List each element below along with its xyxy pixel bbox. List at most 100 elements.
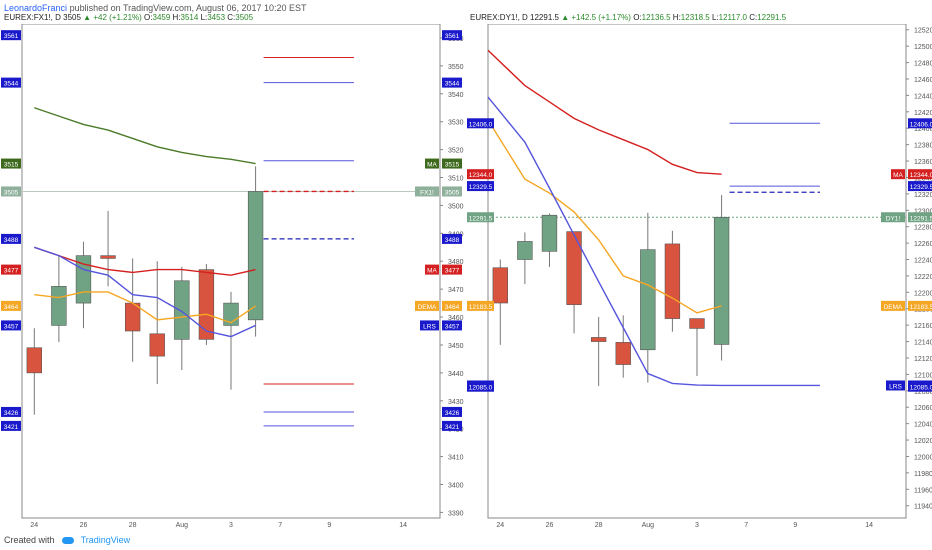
fx1-chart[interactable]: 3390340034103420343034403450346034703480… — [0, 24, 466, 532]
right-price-label: 3464 — [445, 304, 460, 311]
left-price-label: 3457 — [4, 323, 19, 330]
right-price-label: 3544 — [445, 81, 460, 88]
candle-body — [640, 249, 656, 351]
y-tick-label: 12140.0 — [914, 340, 932, 347]
right-price-label: 12406.0 — [910, 121, 932, 128]
y-tick-label: 12200.0 — [914, 290, 932, 297]
footer: Created with TradingView — [4, 535, 130, 545]
right-price-tag — [442, 420, 462, 431]
left-price-label: 3477 — [4, 268, 19, 275]
right-price-tag — [908, 212, 932, 223]
right-price-tag — [442, 320, 462, 331]
right-price-label: 12329.5 — [910, 184, 932, 191]
x-tick-label: 26 — [546, 522, 554, 529]
series-tag — [415, 300, 439, 311]
x-tick-label: 28 — [129, 522, 137, 529]
left-price-label: 12329.5 — [469, 184, 493, 191]
candle-body — [689, 318, 705, 329]
left-price-label: 12406.0 — [469, 121, 493, 128]
left-price-label: 3421 — [4, 424, 19, 431]
y-tick-label: 12240.0 — [914, 258, 932, 265]
y-tick-label: 12480.0 — [914, 61, 932, 68]
up-triangle-icon: ▲ — [561, 13, 570, 22]
x-tick-label: 14 — [865, 522, 873, 529]
right-price-tag — [908, 181, 932, 192]
right-change: +142.5 (+1.17%) — [571, 13, 631, 22]
y-tick-label: 12080.0 — [914, 389, 932, 396]
indicator-line-dema — [487, 119, 722, 314]
plot-area: 3390340034103420343034403450346034703480… — [1, 24, 464, 529]
right-price-tag — [908, 381, 932, 392]
indicator-line-lrs — [34, 246, 256, 338]
left-price-tag — [1, 300, 21, 311]
left-price-label: 12291.5 — [469, 215, 493, 222]
plot-area: 11940.0 11960.0 11980.0 12000.0 12020.0 12040… — [467, 24, 932, 529]
series-tag — [881, 212, 905, 223]
y-tick-label: 12220.0 — [914, 274, 932, 281]
left-price-tag — [1, 406, 21, 417]
right-price-tag — [442, 264, 462, 275]
series-tag-label: DEMA — [884, 304, 903, 311]
right-close: 12291.5 — [757, 13, 787, 22]
series-tag-label: LRS — [889, 383, 902, 390]
y-tick-label: 3450 — [448, 343, 464, 350]
series-tag — [425, 158, 439, 169]
right-price-tag — [442, 186, 462, 197]
x-tick-label: 3 — [229, 522, 233, 529]
right-price-label: 3515 — [445, 162, 460, 169]
series-tag — [425, 264, 439, 275]
candle-body — [51, 286, 67, 326]
series-tag — [881, 300, 905, 311]
y-tick-label: 12500.0 — [914, 44, 932, 51]
series-tag-label: MA — [893, 172, 903, 179]
right-price-label: 3421 — [445, 424, 460, 431]
left-price-label: 3515 — [4, 162, 19, 169]
right-price-label: 3505 — [445, 189, 460, 196]
right-price-tag — [442, 300, 462, 311]
plot-frame — [487, 24, 907, 519]
y-tick-label: 12100.0 — [914, 372, 932, 379]
publish-header: LeonardoFranci published on TradingView.… — [4, 3, 307, 13]
author-name[interactable]: LeonardoFranci — [4, 3, 68, 13]
series-tag-label: MA — [427, 162, 437, 169]
right-price-label: 12344.0 — [910, 172, 932, 179]
right-open: 12136.5 — [641, 13, 671, 22]
up-triangle-icon: ▲ — [83, 13, 92, 22]
left-price-label: 12344.0 — [469, 172, 493, 179]
indicator-line-ma — [34, 107, 256, 165]
series-tag — [420, 320, 439, 331]
right-price-label: 12291.5 — [910, 215, 932, 222]
left-price-label: 3488 — [4, 237, 19, 244]
y-tick-label: 12400.0 — [914, 126, 932, 133]
left-price-tag — [467, 181, 494, 192]
left-price-label: 3464 — [4, 304, 19, 311]
right-price-tag — [908, 169, 932, 180]
candle-body — [198, 269, 215, 340]
candle-body — [590, 337, 607, 342]
left-price-label: 12183.5 — [469, 304, 493, 311]
x-tick-label: 28 — [595, 522, 603, 529]
candle-body — [100, 255, 116, 259]
candle-body — [664, 243, 681, 319]
left-symbol[interactable]: EUREX:FX1!, D — [4, 13, 61, 22]
x-tick-label: 7 — [744, 522, 748, 529]
right-symbol[interactable]: EUREX:DY1!, D — [470, 13, 528, 22]
y-tick-label: 11940.0 — [914, 504, 932, 511]
left-price-tag — [1, 233, 21, 244]
y-tick-label: 3470 — [448, 287, 464, 294]
right-price-tag — [442, 158, 462, 169]
left-change: +42 (+1.21%) — [93, 13, 142, 22]
y-tick-label: 12440.0 — [914, 93, 932, 100]
candle-body — [541, 214, 558, 252]
right-price-label: 3488 — [445, 237, 460, 244]
y-tick-label: 11960.0 — [914, 487, 932, 494]
dy1-chart[interactable]: 11940.0 11960.0 11980.0 12000.0 12020.0 12040… — [466, 24, 932, 532]
left-price-tag — [467, 300, 494, 311]
candle-body — [149, 333, 165, 357]
y-tick-label: 3540 — [448, 92, 464, 99]
left-price-label: 3561 — [4, 33, 19, 40]
y-tick-label: 3500 — [448, 203, 464, 210]
tradingview-brand[interactable]: TradingView — [80, 535, 131, 545]
y-tick-label: 3460 — [448, 315, 464, 322]
indicator-line-dema — [34, 291, 256, 324]
